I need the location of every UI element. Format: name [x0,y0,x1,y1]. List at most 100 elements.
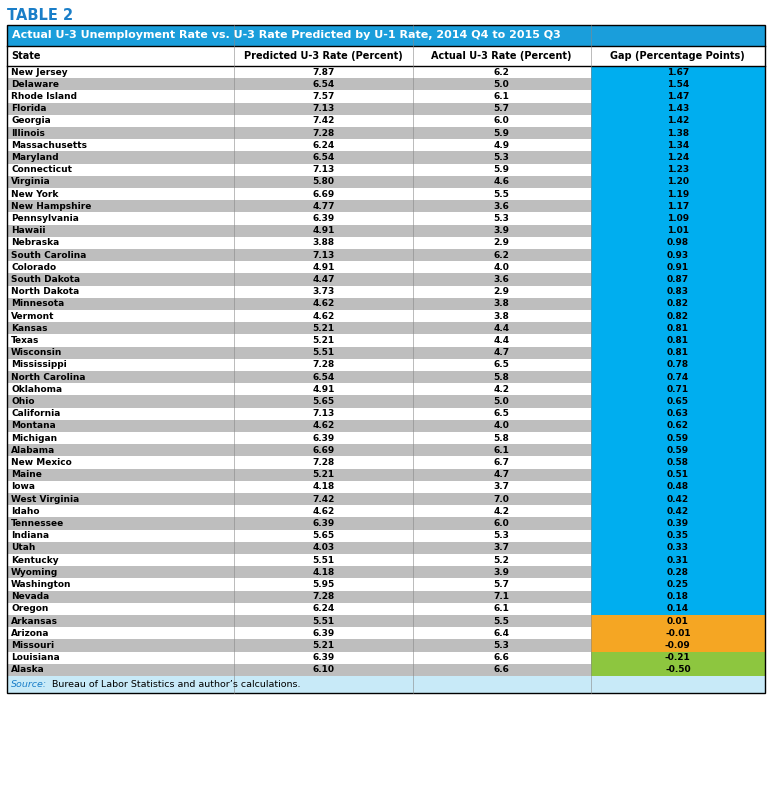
Bar [7,90,591,103]
Text: 5.5: 5.5 [493,190,510,199]
Text: 5.8: 5.8 [493,373,510,381]
Bar [7,249,591,261]
Text: 5.8: 5.8 [493,433,510,443]
Text: 7.28: 7.28 [313,458,334,467]
Text: 5.3: 5.3 [493,153,510,162]
Bar [7,481,591,493]
Bar [591,567,765,579]
Bar [7,468,591,481]
Bar [7,554,591,567]
Text: Colorado: Colorado [11,263,56,272]
Text: Gap (Percentage Points): Gap (Percentage Points) [611,51,745,61]
Text: 4.0: 4.0 [493,263,510,272]
Text: New Mexico: New Mexico [11,458,72,467]
Bar [591,66,765,78]
Text: Alabama: Alabama [11,446,56,455]
Bar [7,420,591,432]
Text: 6.5: 6.5 [493,361,510,369]
Text: 6.39: 6.39 [313,654,334,662]
Text: 1.01: 1.01 [667,226,689,235]
Text: West Virginia: West Virginia [11,495,80,504]
Text: Iowa: Iowa [11,483,35,492]
Bar [7,66,591,78]
Text: Virginia: Virginia [11,177,51,187]
Bar [591,602,765,615]
Bar [7,652,591,664]
Text: 1.23: 1.23 [667,165,689,174]
Text: Mississippi: Mississippi [11,361,66,369]
Bar [7,103,591,115]
Bar [7,395,591,408]
Bar [7,542,591,554]
Text: 0.81: 0.81 [667,348,689,358]
Text: 4.18: 4.18 [313,483,334,492]
Bar [591,456,765,468]
Text: 6.54: 6.54 [313,373,334,381]
Text: 1.19: 1.19 [667,190,689,199]
Text: North Dakota: North Dakota [11,287,80,296]
Text: 3.9: 3.9 [493,226,510,235]
Text: 3.8: 3.8 [493,311,510,321]
Text: Pennsylvania: Pennsylvania [11,214,79,223]
Bar [7,517,591,530]
Text: Wyoming: Wyoming [11,568,58,577]
Text: 5.5: 5.5 [493,617,510,626]
Bar [591,615,765,627]
Text: 7.13: 7.13 [313,409,334,418]
Text: 0.63: 0.63 [667,409,689,418]
Bar [7,25,765,46]
Text: Indiana: Indiana [11,531,49,540]
Text: Georgia: Georgia [11,117,51,125]
Text: -0.01: -0.01 [665,629,691,638]
Text: 1.34: 1.34 [667,140,689,150]
Text: 0.65: 0.65 [667,397,689,406]
Text: 4.62: 4.62 [313,421,334,430]
Text: 6.1: 6.1 [493,446,510,455]
Bar [7,602,591,615]
Text: 6.0: 6.0 [494,117,510,125]
Text: 4.9: 4.9 [493,140,510,150]
Text: 0.25: 0.25 [667,580,689,589]
Bar [591,468,765,481]
Text: 6.39: 6.39 [313,433,334,443]
Text: 1.54: 1.54 [667,80,689,89]
Text: 6.6: 6.6 [493,654,510,662]
Text: 6.39: 6.39 [313,629,334,638]
Text: 0.74: 0.74 [667,373,689,381]
Bar [591,298,765,310]
Bar [7,188,591,200]
Text: 6.5: 6.5 [493,409,510,418]
Text: 5.21: 5.21 [313,336,334,345]
Text: 1.43: 1.43 [667,105,689,113]
Text: 4.7: 4.7 [493,348,510,358]
Text: Delaware: Delaware [11,80,59,89]
Bar [7,639,591,652]
Bar [591,274,765,286]
Text: 1.38: 1.38 [667,128,689,137]
Text: 0.42: 0.42 [667,495,689,504]
Text: 6.10: 6.10 [313,666,334,674]
Text: 6.69: 6.69 [313,446,334,455]
Bar [591,408,765,420]
Text: 0.59: 0.59 [667,433,689,443]
Text: 0.83: 0.83 [667,287,689,296]
Text: 5.65: 5.65 [313,397,334,406]
Bar [591,517,765,530]
Text: Hawaii: Hawaii [11,226,46,235]
Text: 0.39: 0.39 [667,519,689,528]
Text: 1.47: 1.47 [667,92,689,101]
Text: Predicted U-3 Rate (Percent): Predicted U-3 Rate (Percent) [244,51,403,61]
Text: Vermont: Vermont [11,311,55,321]
Text: 4.4: 4.4 [493,324,510,333]
Bar [7,139,591,152]
Text: 7.1: 7.1 [493,592,510,601]
Text: Actual U-3 Unemployment Rate vs. U-3 Rate Predicted by U-1 Rate, 2014 Q4 to 2015: Actual U-3 Unemployment Rate vs. U-3 Rat… [12,30,560,41]
Text: 7.13: 7.13 [313,165,334,174]
Bar [591,371,765,383]
Bar [591,78,765,90]
Text: 6.0: 6.0 [494,519,510,528]
Bar [7,359,591,371]
Bar [7,237,591,249]
Bar [591,127,765,139]
Bar [7,286,591,298]
